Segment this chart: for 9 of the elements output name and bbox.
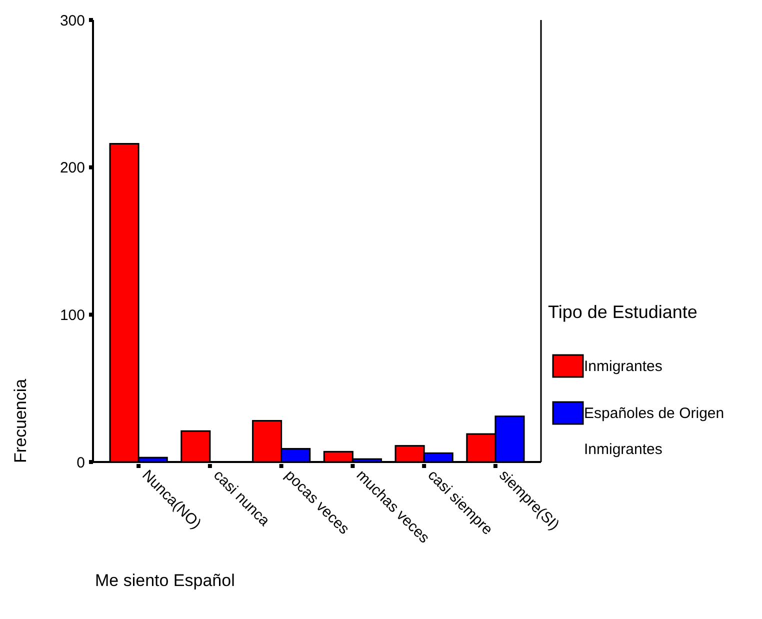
- legend-label: Inmigrantes: [584, 358, 662, 375]
- legend-title: Tipo de Estudiante: [548, 302, 698, 322]
- x-axis-title: Me siento Español: [95, 571, 235, 590]
- y-tick-label: 300: [60, 12, 85, 30]
- y-tick-label: 0: [76, 454, 85, 472]
- y-tick-label: 200: [60, 160, 85, 177]
- y-tick-label: 100: [60, 306, 85, 324]
- text: Españoles de Origen Inmigrantes: [584, 405, 724, 458]
- y-axis-title: Frecuencia: [11, 378, 30, 464]
